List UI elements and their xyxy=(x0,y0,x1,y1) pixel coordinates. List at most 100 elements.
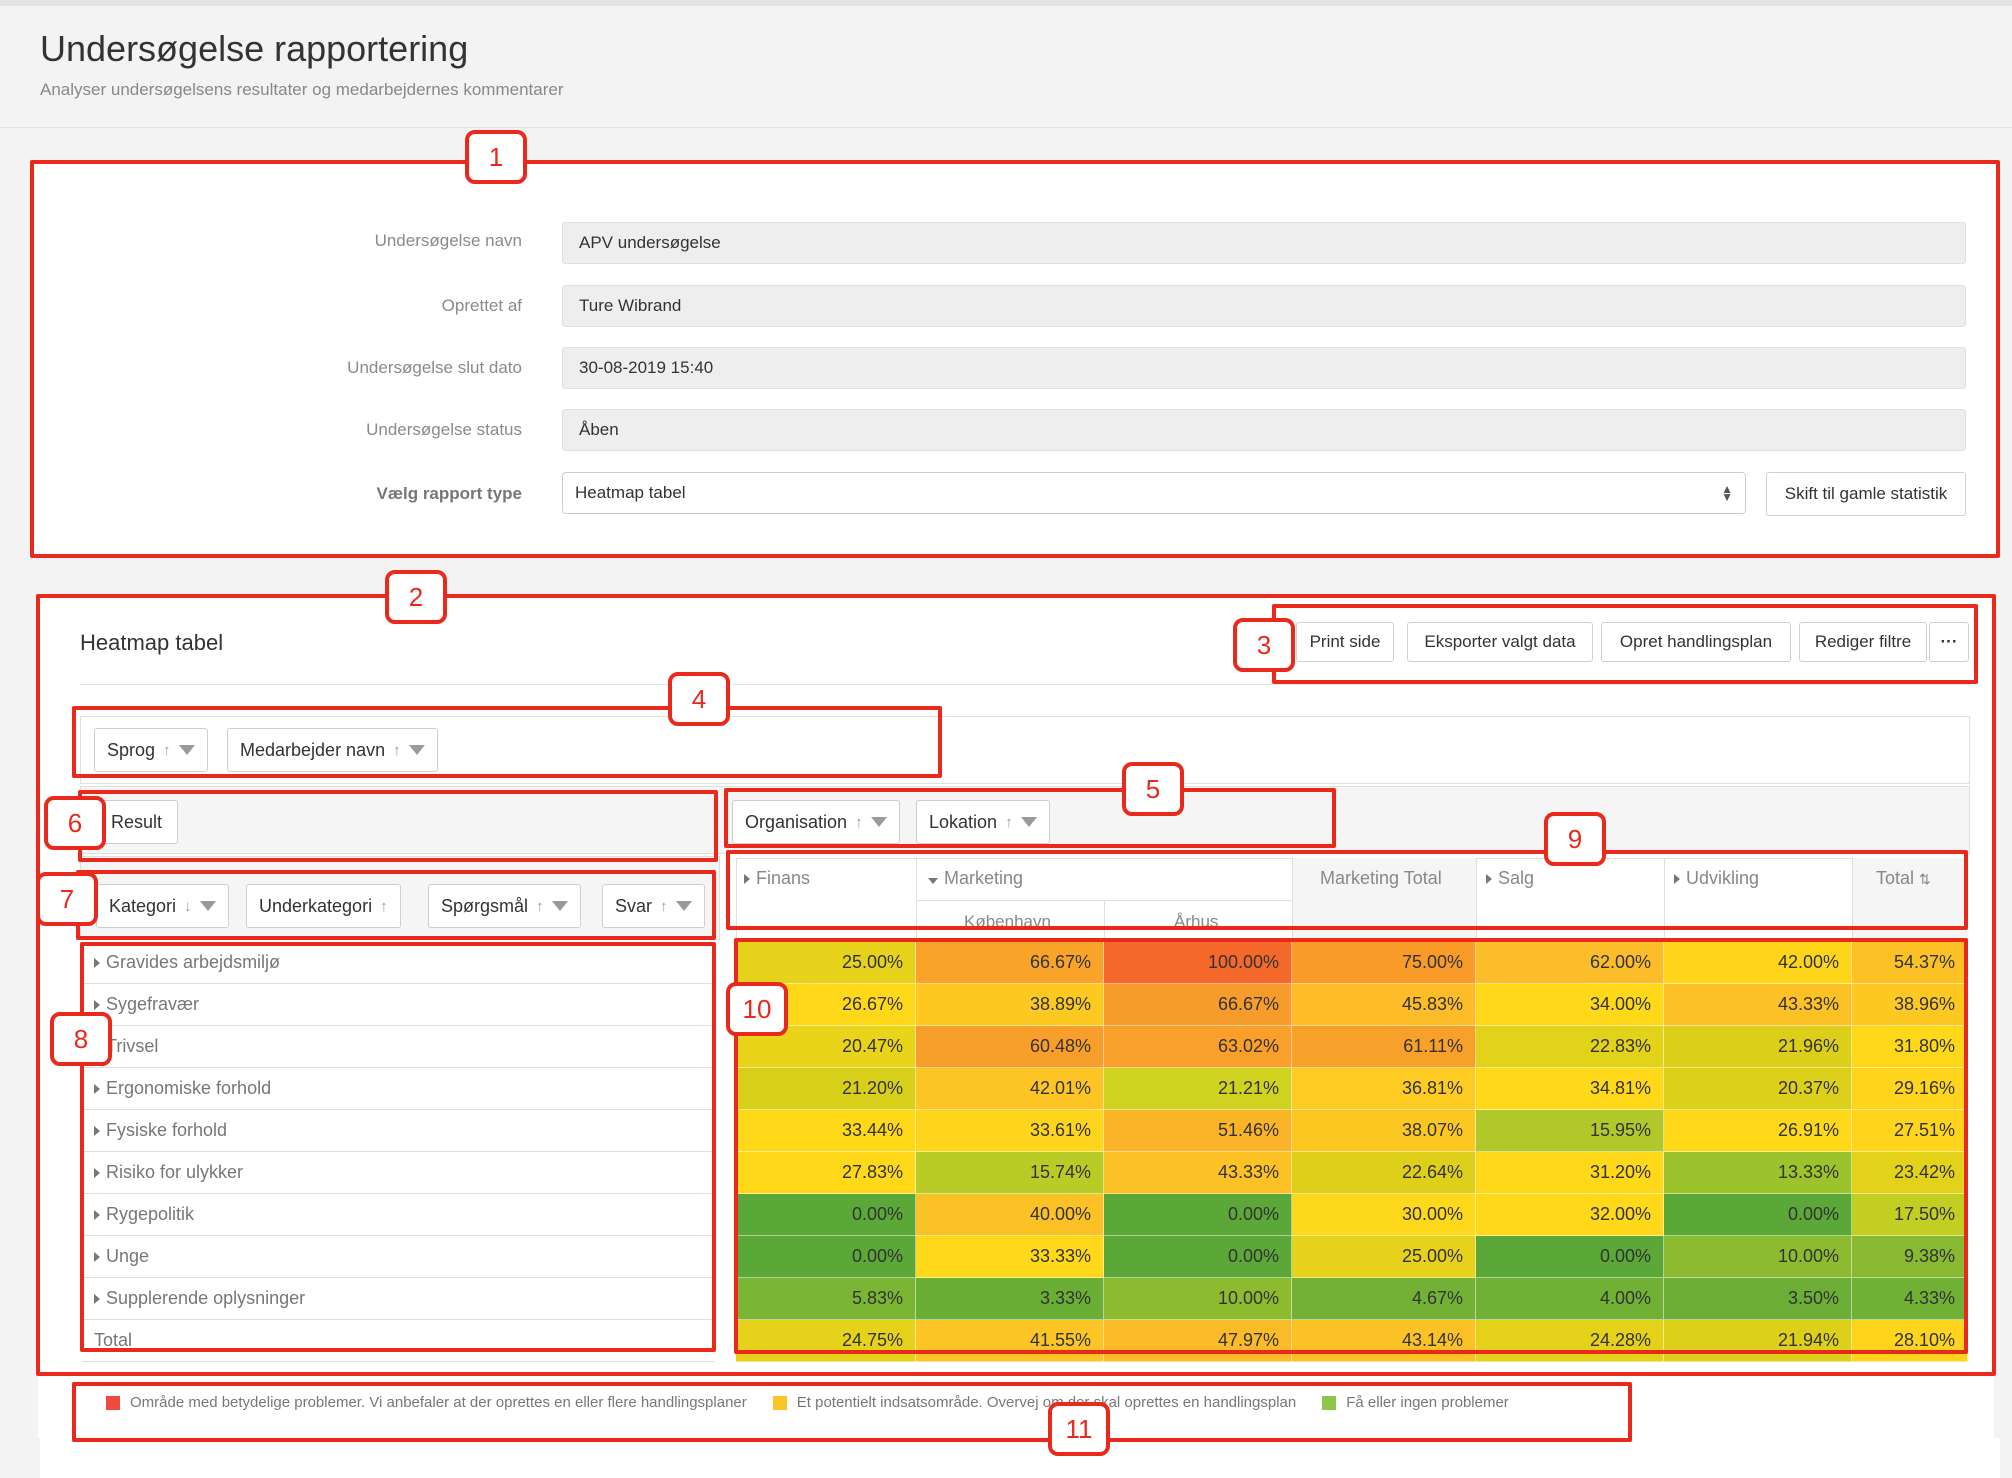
col-header-udvikling[interactable]: Udvikling xyxy=(1674,868,1759,889)
heatmap-cell[interactable]: 43.14% xyxy=(1292,1320,1476,1362)
heatmap-cell[interactable]: 100.00% xyxy=(1104,942,1292,984)
row-label[interactable]: Sygefravær xyxy=(82,984,714,1026)
row-label[interactable]: Ergonomiske forhold xyxy=(82,1068,714,1110)
heatmap-cell[interactable]: 23.42% xyxy=(1852,1152,1968,1194)
col-header-total[interactable]: Total ⇅ xyxy=(1876,868,1931,888)
heatmap-cell[interactable]: 63.02% xyxy=(1104,1026,1292,1068)
heatmap-cell[interactable]: 15.74% xyxy=(916,1152,1104,1194)
row-label[interactable]: Fysiske forhold xyxy=(82,1110,714,1152)
filter-icon[interactable] xyxy=(675,901,692,911)
col-header-finans[interactable]: Finans xyxy=(744,868,810,889)
column-chip-organisation[interactable]: Organisation ↑ xyxy=(732,800,900,844)
switch-old-statistics-button[interactable]: Skift til gamle statistik xyxy=(1766,472,1966,516)
row-label[interactable]: Unge xyxy=(82,1236,714,1278)
filter-chip-employee-name[interactable]: Medarbejder navn ↑ xyxy=(227,728,438,772)
heatmap-cell[interactable]: 4.67% xyxy=(1292,1278,1476,1320)
heatmap-cell[interactable]: 25.00% xyxy=(1292,1236,1476,1278)
col-header-salg[interactable]: Salg xyxy=(1486,868,1534,889)
heatmap-cell[interactable]: 43.33% xyxy=(1664,984,1852,1026)
heatmap-cell[interactable]: 27.51% xyxy=(1852,1110,1968,1152)
heatmap-cell[interactable]: 3.33% xyxy=(916,1278,1104,1320)
heatmap-cell[interactable]: 42.01% xyxy=(916,1068,1104,1110)
heatmap-cell[interactable]: 32.00% xyxy=(1476,1194,1664,1236)
heatmap-cell[interactable]: 15.95% xyxy=(1476,1110,1664,1152)
heatmap-cell[interactable]: 25.00% xyxy=(736,942,916,984)
heatmap-cell[interactable]: 21.94% xyxy=(1664,1320,1852,1362)
heatmap-cell[interactable]: 60.48% xyxy=(916,1026,1104,1068)
row-label[interactable]: Gravides arbejdsmiljø xyxy=(82,942,714,984)
heatmap-cell[interactable]: 30.00% xyxy=(1292,1194,1476,1236)
heatmap-cell[interactable]: 22.64% xyxy=(1292,1152,1476,1194)
value-chip-result[interactable]: Result xyxy=(98,800,178,844)
heatmap-cell[interactable]: 33.33% xyxy=(916,1236,1104,1278)
heatmap-cell[interactable]: 45.83% xyxy=(1292,984,1476,1026)
heatmap-cell[interactable]: 40.00% xyxy=(916,1194,1104,1236)
heatmap-cell[interactable]: 47.97% xyxy=(1104,1320,1292,1362)
heatmap-cell[interactable]: 34.00% xyxy=(1476,984,1664,1026)
heatmap-cell[interactable]: 33.44% xyxy=(736,1110,916,1152)
heatmap-cell[interactable]: 13.33% xyxy=(1664,1152,1852,1194)
row-label[interactable]: Risiko for ulykker xyxy=(82,1152,714,1194)
heatmap-cell[interactable]: 38.07% xyxy=(1292,1110,1476,1152)
heatmap-cell[interactable]: 26.91% xyxy=(1664,1110,1852,1152)
row-chip-question[interactable]: Spørgsmål ↑ xyxy=(428,884,581,928)
col-header-marketing-total[interactable]: Marketing Total xyxy=(1320,868,1442,888)
heatmap-cell[interactable]: 34.81% xyxy=(1476,1068,1664,1110)
row-chip-subcategory[interactable]: Underkategori ↑ xyxy=(246,884,401,928)
heatmap-cell[interactable]: 0.00% xyxy=(1104,1236,1292,1278)
heatmap-cell[interactable]: 61.11% xyxy=(1292,1026,1476,1068)
row-chip-answer[interactable]: Svar ↑ xyxy=(602,884,705,928)
heatmap-cell[interactable]: 0.00% xyxy=(1664,1194,1852,1236)
heatmap-cell[interactable]: 3.50% xyxy=(1664,1278,1852,1320)
filter-icon[interactable] xyxy=(178,745,195,755)
heatmap-cell[interactable]: 27.83% xyxy=(736,1152,916,1194)
filter-icon[interactable] xyxy=(551,901,568,911)
heatmap-cell[interactable]: 24.75% xyxy=(736,1320,916,1362)
heatmap-cell[interactable]: 38.96% xyxy=(1852,984,1968,1026)
heatmap-cell[interactable]: 33.61% xyxy=(916,1110,1104,1152)
heatmap-cell[interactable]: 41.55% xyxy=(916,1320,1104,1362)
filter-icon[interactable] xyxy=(408,745,425,755)
heatmap-cell[interactable]: 51.46% xyxy=(1104,1110,1292,1152)
row-label[interactable]: Total xyxy=(82,1320,714,1362)
heatmap-cell[interactable]: 4.33% xyxy=(1852,1278,1968,1320)
heatmap-cell[interactable]: 9.38% xyxy=(1852,1236,1968,1278)
heatmap-cell[interactable]: 21.21% xyxy=(1104,1068,1292,1110)
report-type-select[interactable]: Heatmap tabel ▲ ▼ xyxy=(562,472,1746,514)
col-header-marketing[interactable]: Marketing xyxy=(928,868,1023,889)
heatmap-cell[interactable]: 21.20% xyxy=(736,1068,916,1110)
more-options-button[interactable]: ··· xyxy=(1929,622,1969,662)
heatmap-cell[interactable]: 43.33% xyxy=(1104,1152,1292,1194)
row-label[interactable]: Supplerende oplysninger xyxy=(82,1278,714,1320)
filter-chip-language[interactable]: Sprog ↑ xyxy=(94,728,208,772)
heatmap-cell[interactable]: 21.96% xyxy=(1664,1026,1852,1068)
filter-icon[interactable] xyxy=(870,817,887,827)
heatmap-cell[interactable]: 4.00% xyxy=(1476,1278,1664,1320)
heatmap-cell[interactable]: 0.00% xyxy=(736,1194,916,1236)
create-action-plan-button[interactable]: Opret handlingsplan xyxy=(1601,622,1791,662)
heatmap-cell[interactable]: 22.83% xyxy=(1476,1026,1664,1068)
heatmap-cell[interactable]: 29.16% xyxy=(1852,1068,1968,1110)
filter-icon[interactable] xyxy=(1020,817,1037,827)
heatmap-cell[interactable]: 36.81% xyxy=(1292,1068,1476,1110)
heatmap-cell[interactable]: 10.00% xyxy=(1664,1236,1852,1278)
column-chip-location[interactable]: Lokation ↑ xyxy=(916,800,1050,844)
row-label[interactable]: Rygepolitik xyxy=(82,1194,714,1236)
heatmap-cell[interactable]: 0.00% xyxy=(736,1236,916,1278)
edit-filters-button[interactable]: Rediger filtre xyxy=(1799,622,1927,662)
heatmap-cell[interactable]: 42.00% xyxy=(1664,942,1852,984)
heatmap-cell[interactable]: 66.67% xyxy=(916,942,1104,984)
export-data-button[interactable]: Eksporter valgt data xyxy=(1407,622,1593,662)
heatmap-cell[interactable]: 28.10% xyxy=(1852,1320,1968,1362)
heatmap-cell[interactable]: 17.50% xyxy=(1852,1194,1968,1236)
heatmap-cell[interactable]: 20.37% xyxy=(1664,1068,1852,1110)
heatmap-cell[interactable]: 0.00% xyxy=(1476,1236,1664,1278)
heatmap-cell[interactable]: 62.00% xyxy=(1476,942,1664,984)
heatmap-cell[interactable]: 5.83% xyxy=(736,1278,916,1320)
heatmap-cell[interactable]: 10.00% xyxy=(1104,1278,1292,1320)
heatmap-cell[interactable]: 31.20% xyxy=(1476,1152,1664,1194)
heatmap-cell[interactable]: 66.67% xyxy=(1104,984,1292,1026)
heatmap-cell[interactable]: 75.00% xyxy=(1292,942,1476,984)
heatmap-cell[interactable]: 0.00% xyxy=(1104,1194,1292,1236)
sort-icon[interactable]: ⇅ xyxy=(1919,871,1931,887)
